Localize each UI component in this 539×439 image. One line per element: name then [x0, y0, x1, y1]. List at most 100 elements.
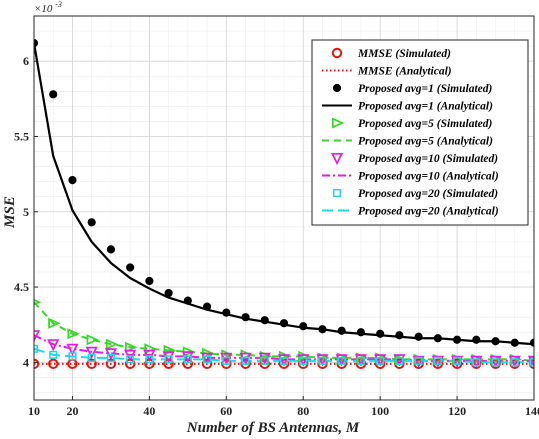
data-point — [49, 350, 58, 359]
y-tick-label: 6 — [23, 54, 29, 68]
series-markers-8 — [34, 344, 534, 367]
data-point — [452, 335, 462, 344]
data-point — [181, 351, 194, 364]
data-point — [527, 355, 534, 368]
x-tick-label: 40 — [143, 404, 155, 418]
legend-symbol-8 — [332, 188, 342, 198]
data-point — [528, 355, 534, 367]
data-point — [183, 296, 192, 305]
series-markers-6 — [34, 330, 534, 368]
data-point — [356, 356, 365, 365]
y-axis-label: MSE — [2, 196, 18, 229]
data-point — [260, 316, 269, 325]
data-point — [491, 337, 500, 346]
legend-label: Proposed avg=20 (Simulated) — [358, 188, 498, 200]
data-point — [354, 354, 367, 367]
legend-label: Proposed avg=10 (Simulated) — [358, 153, 498, 165]
exponent-power: -3 — [55, 0, 62, 9]
data-point — [67, 328, 80, 340]
data-point — [491, 358, 500, 367]
data-point — [66, 343, 79, 356]
data-point — [85, 346, 98, 359]
x-tick-label: 120 — [448, 404, 466, 418]
legend-marker — [332, 83, 342, 93]
data-point — [258, 352, 271, 365]
data-point — [451, 355, 464, 368]
data-point — [472, 358, 481, 367]
x-tick-label: 10 — [28, 404, 40, 418]
legend-symbol-2 — [332, 83, 342, 93]
legend-symbol-0 — [331, 47, 343, 59]
x-tick-label: 80 — [297, 404, 309, 418]
data-point — [337, 356, 346, 365]
data-point — [201, 358, 213, 370]
data-point — [86, 358, 97, 370]
data-point — [316, 354, 329, 367]
data-point — [529, 338, 534, 347]
data-point — [470, 355, 483, 368]
data-point — [433, 334, 442, 343]
legend-label: Proposed avg=5 (Analytical) — [358, 136, 493, 148]
series-markers-2 — [34, 39, 534, 347]
data-point — [277, 354, 291, 367]
data-point — [183, 355, 192, 364]
legend-marker — [331, 117, 345, 129]
data-point — [374, 354, 387, 367]
legend-label: Proposed avg=1 (Analytical) — [358, 101, 493, 113]
data-point — [279, 356, 289, 365]
y-tick-label: 4 — [23, 355, 29, 369]
data-point — [164, 355, 173, 364]
plot-frame — [33, 15, 535, 401]
data-point — [86, 334, 99, 346]
data-point — [510, 358, 519, 367]
legend-marker — [330, 152, 344, 166]
data-point — [87, 353, 96, 362]
x-tick-label: 60 — [220, 404, 232, 418]
y-axis: 4 4.5 5 5.5 6 — [14, 54, 38, 369]
exponent-base: ×10 — [34, 3, 53, 15]
legend-label: MMSE (Simulated) — [357, 48, 451, 60]
legend-label: Proposed avg=10 (Analytical) — [358, 171, 499, 183]
data-point — [241, 356, 250, 365]
data-point — [221, 358, 232, 370]
legend-marker — [331, 47, 343, 59]
data-point — [162, 351, 175, 364]
legend-box — [311, 39, 529, 226]
data-point — [510, 338, 519, 347]
data-point — [279, 319, 289, 328]
legend-marker — [332, 188, 342, 198]
data-point — [145, 355, 154, 364]
data-point — [220, 352, 233, 365]
data-point — [529, 358, 534, 367]
data-point — [433, 356, 442, 365]
data-point — [393, 354, 406, 367]
legend-label: Proposed avg=5 (Simulated) — [358, 118, 492, 130]
data-point — [49, 90, 58, 99]
series-layer — [34, 39, 534, 370]
data-point — [126, 263, 135, 272]
x-axis: 10 20 40 60 80 100 120 140 — [28, 396, 539, 418]
series-line-5 — [34, 301, 534, 362]
data-point — [164, 288, 173, 298]
data-point — [202, 302, 212, 311]
data-point — [126, 355, 135, 364]
data-point — [240, 358, 251, 370]
data-point — [395, 356, 404, 365]
data-point — [318, 325, 327, 334]
data-point — [299, 322, 308, 331]
series-line-9 — [34, 347, 534, 364]
data-point — [395, 331, 404, 340]
data-point — [299, 356, 308, 365]
data-point — [431, 355, 444, 368]
data-point — [337, 326, 346, 335]
legend-label: Proposed avg=20 (Analytical) — [358, 206, 499, 218]
data-point — [472, 335, 481, 344]
legend-label: MMSE (Analytical) — [357, 66, 452, 78]
data-point — [222, 308, 231, 317]
data-point — [203, 355, 212, 364]
x-tick-label: 100 — [371, 404, 389, 418]
data-point — [34, 39, 39, 48]
data-point — [376, 329, 385, 338]
data-point — [376, 356, 385, 365]
data-point — [34, 330, 41, 343]
